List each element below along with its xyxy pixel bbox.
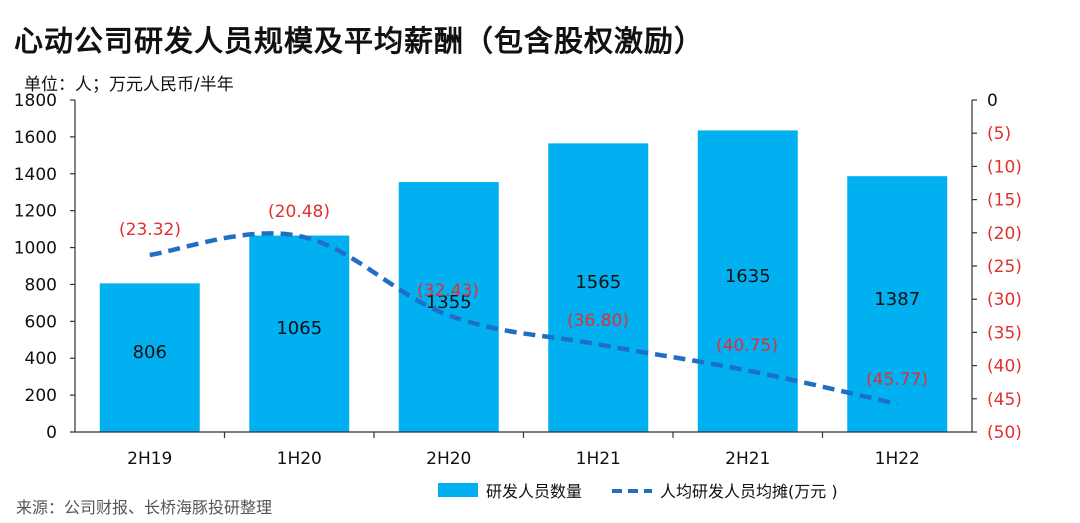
line-value-label: (20.48) bbox=[268, 202, 330, 222]
left-tick-label: 1400 bbox=[14, 165, 57, 185]
right-tick-label: (20) bbox=[987, 224, 1022, 244]
bar-value-label: 1065 bbox=[276, 318, 322, 339]
right-tick-label: (25) bbox=[987, 257, 1022, 277]
bar-2H21 bbox=[697, 130, 798, 432]
source-note: 来源：公司财报、长桥海豚投研整理 bbox=[16, 498, 273, 517]
bar-2H20 bbox=[398, 182, 499, 432]
left-tick-label: 400 bbox=[25, 349, 57, 369]
legend: 研发人员数量 人均研发人员均摊(万元 ) bbox=[438, 482, 838, 501]
left-tick-label: 1800 bbox=[14, 91, 57, 111]
bar-1H21 bbox=[548, 143, 649, 432]
category-label: 2H19 bbox=[127, 449, 172, 469]
bar-value-label: 1635 bbox=[725, 266, 771, 287]
bar-2H19 bbox=[99, 283, 200, 432]
right-tick-label: (45) bbox=[987, 390, 1022, 410]
right-tick-label: (40) bbox=[987, 357, 1022, 377]
right-tick-label: (5) bbox=[987, 124, 1011, 144]
category-label: 1H22 bbox=[875, 449, 920, 469]
line-value-label: (32.43) bbox=[417, 281, 479, 301]
bar-value-label: 1355 bbox=[426, 292, 472, 313]
category-label: 1H20 bbox=[277, 449, 322, 469]
right-tick-label: (10) bbox=[987, 157, 1022, 177]
left-tick-label: 1200 bbox=[14, 202, 57, 222]
bar-value-label: 1565 bbox=[575, 272, 621, 293]
legend-swatch-bar bbox=[438, 483, 478, 497]
bar-value-label: 1387 bbox=[874, 289, 920, 310]
legend-label-bar: 研发人员数量 bbox=[486, 482, 582, 501]
right-tick-label: (15) bbox=[987, 191, 1022, 211]
line-series bbox=[149, 231, 898, 407]
line-value-label: (23.32) bbox=[119, 220, 181, 240]
left-tick-label: 0 bbox=[46, 423, 57, 443]
category-label: 2H20 bbox=[426, 449, 471, 469]
left-tick-label: 1600 bbox=[14, 128, 57, 148]
left-tick-label: 200 bbox=[25, 386, 57, 406]
chart-title: 心动公司研发人员规模及平均薪酬（包含股权激励） bbox=[14, 24, 705, 58]
category-label: 1H21 bbox=[576, 449, 621, 469]
right-tick-label: (30) bbox=[987, 290, 1022, 310]
left-tick-label: 800 bbox=[25, 275, 57, 295]
right-tick-label: 0 bbox=[987, 91, 998, 111]
category-label: 2H21 bbox=[725, 449, 770, 469]
bar-value-label: 806 bbox=[133, 342, 167, 363]
right-tick-label: (50) bbox=[987, 423, 1022, 443]
left-tick-label: 600 bbox=[25, 312, 57, 332]
line-value-label: (45.77) bbox=[866, 370, 928, 390]
right-tick-label: (35) bbox=[987, 323, 1022, 343]
left-tick-label: 1000 bbox=[14, 239, 57, 259]
legend-label-line: 人均研发人员均摊(万元 ) bbox=[660, 482, 838, 501]
line-value-label: (36.80) bbox=[567, 311, 629, 331]
bar-1H20 bbox=[249, 235, 350, 432]
bar-1H22 bbox=[847, 176, 948, 432]
unit-label: 单位：人；万元人民币/半年 bbox=[24, 75, 234, 95]
line-value-label: (40.75) bbox=[716, 336, 778, 356]
